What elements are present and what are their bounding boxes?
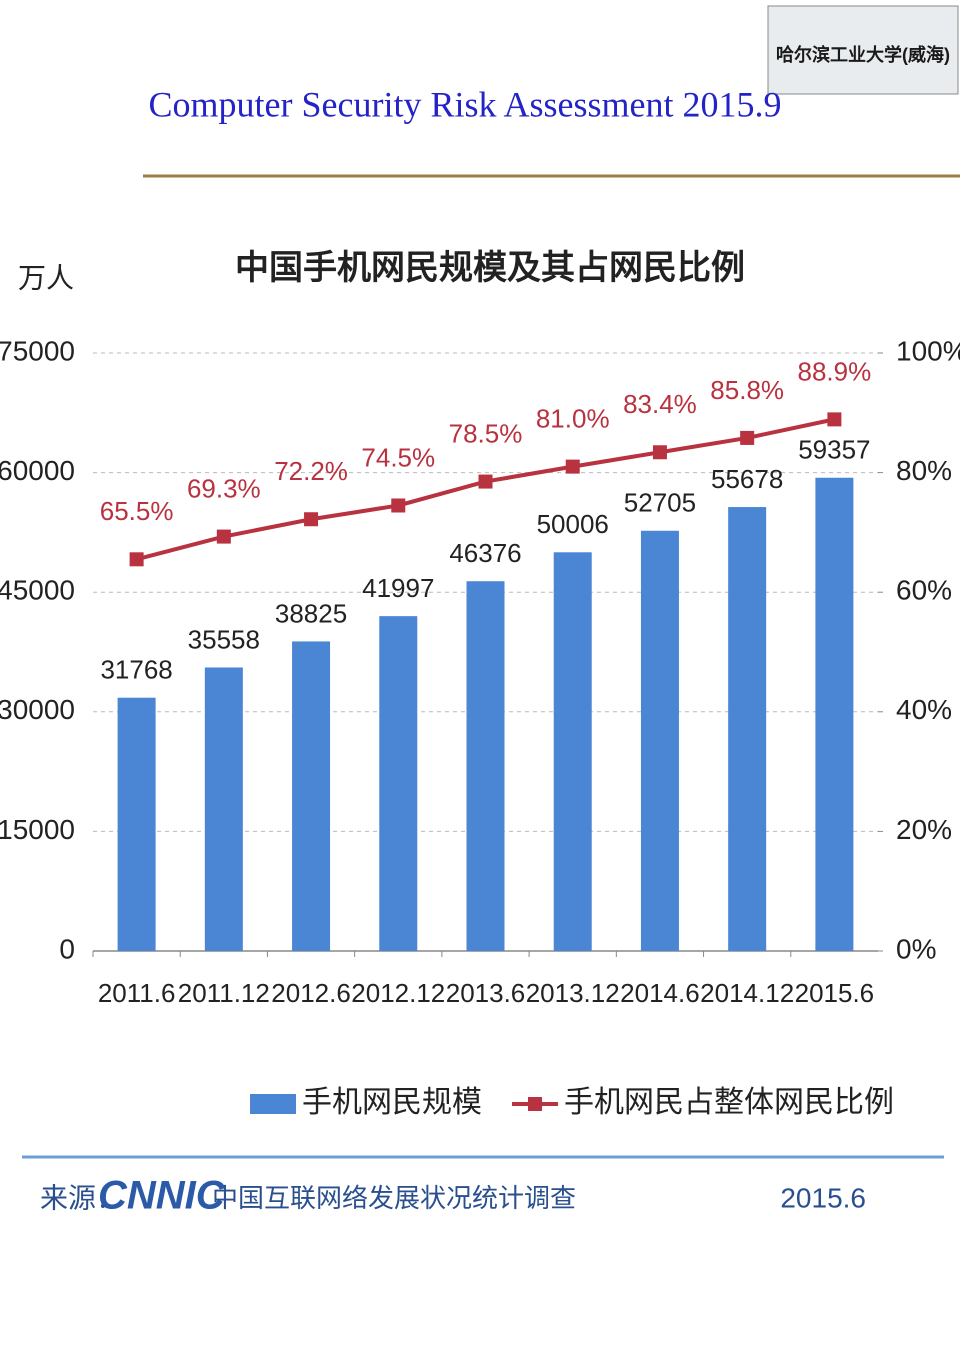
- chart-title: 中国手机网民规模及其占网民比例: [235, 249, 745, 287]
- legend-label: 手机网民占整体网民比例: [564, 1086, 894, 1119]
- y-tick-label: 60000: [0, 455, 75, 486]
- x-tick-label: 2013.12: [526, 978, 620, 1008]
- line-marker: [478, 474, 493, 489]
- bar: [117, 697, 156, 951]
- bar-value-label: 35558: [188, 624, 260, 654]
- x-tick-label: 2012.12: [351, 978, 445, 1008]
- line-marker: [565, 459, 580, 474]
- bar-value-label: 38825: [275, 598, 347, 628]
- y2-tick-label: 20%: [896, 814, 952, 845]
- bar: [379, 616, 418, 951]
- y-axis-label: 万人: [18, 262, 74, 293]
- source-date: 2015.6: [780, 1182, 866, 1213]
- y2-tick-label: 60%: [896, 575, 952, 606]
- bar: [204, 667, 243, 951]
- line-value-label: 69.3%: [187, 473, 261, 503]
- logo-text: 哈尔滨工业大学(威海): [776, 44, 950, 65]
- line-value-label: 88.9%: [798, 356, 872, 386]
- bar-value-label: 31768: [100, 655, 172, 685]
- bar: [466, 581, 505, 951]
- line-value-label: 81.0%: [536, 403, 610, 433]
- line-value-label: 85.8%: [710, 375, 784, 405]
- line-value-label: 65.5%: [100, 496, 174, 526]
- bar-value-label: 59357: [798, 435, 870, 465]
- bar: [553, 552, 592, 951]
- x-tick-label: 2012.6: [271, 978, 351, 1008]
- line-marker: [740, 430, 755, 445]
- bar-value-label: 52705: [624, 488, 696, 518]
- x-tick-label: 2011.12: [178, 978, 270, 1008]
- y2-tick-label: 80%: [896, 455, 952, 486]
- y-tick-label: 30000: [0, 694, 75, 725]
- x-tick-label: 2015.6: [795, 978, 875, 1008]
- source-survey: 中国互联网络发展状况统计调查: [212, 1183, 576, 1213]
- line-marker: [827, 412, 842, 427]
- line-marker: [216, 529, 231, 544]
- logo-box: [767, 5, 959, 95]
- y-tick-label: 75000: [0, 335, 75, 366]
- bar: [728, 507, 767, 951]
- x-tick-label: 2013.6: [446, 978, 526, 1008]
- y-tick-label: 15000: [0, 814, 75, 845]
- line-value-label: 78.5%: [449, 418, 523, 448]
- bar-value-label: 50006: [537, 509, 609, 539]
- x-tick-label: 2011.6: [98, 978, 176, 1008]
- x-tick-label: 2014.6: [620, 978, 700, 1008]
- x-tick-label: 2014.12: [700, 978, 794, 1008]
- bar-value-label: 46376: [449, 538, 521, 568]
- source-label: 来源：: [40, 1182, 124, 1213]
- line-value-label: 72.2%: [274, 456, 348, 486]
- bar: [640, 530, 679, 951]
- line-marker: [391, 498, 406, 513]
- bar: [815, 477, 854, 951]
- y-tick-label: 45000: [0, 575, 75, 606]
- line-value-label: 74.5%: [361, 442, 435, 472]
- line-marker: [129, 552, 144, 567]
- line-marker: [304, 512, 319, 527]
- line-marker: [652, 445, 667, 460]
- legend-label: 手机网民规模: [302, 1086, 482, 1119]
- y2-tick-label: 100%: [896, 335, 960, 366]
- y2-tick-label: 0%: [896, 933, 936, 964]
- legend-swatch: [528, 1097, 542, 1111]
- bar: [292, 641, 331, 951]
- bar-value-label: 41997: [362, 573, 434, 603]
- brand: CNNIC: [98, 1174, 226, 1218]
- y-tick-label: 0: [59, 933, 75, 964]
- y2-tick-label: 40%: [896, 694, 952, 725]
- slide-title: Computer Security Risk Assessment 2015.9: [149, 84, 782, 124]
- legend-swatch: [250, 1094, 296, 1114]
- line-value-label: 83.4%: [623, 389, 697, 419]
- bar-value-label: 55678: [711, 464, 783, 494]
